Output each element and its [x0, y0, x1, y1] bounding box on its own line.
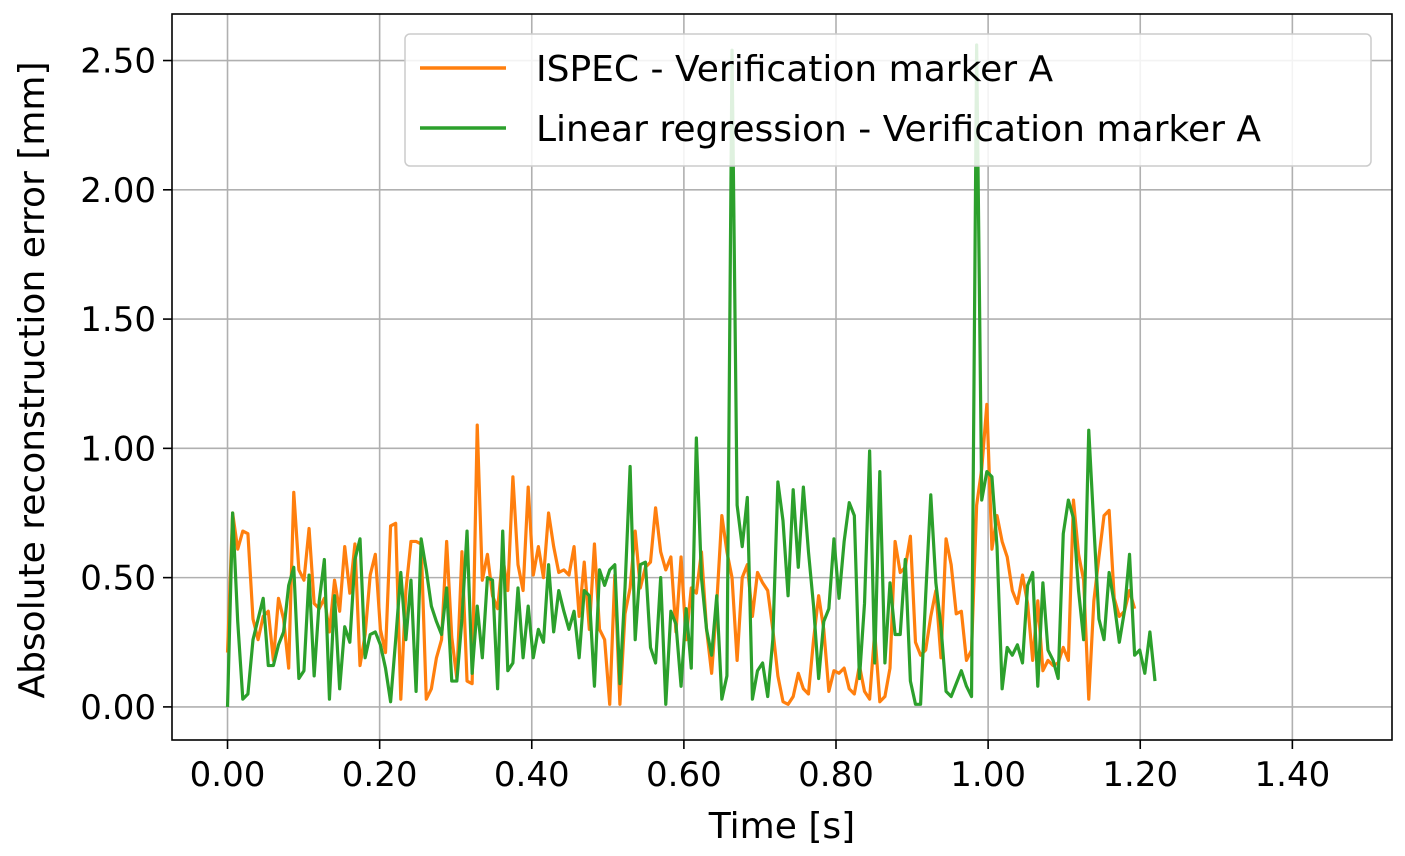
- x-tick-label: 0.60: [646, 755, 722, 795]
- x-tick-label: 0.40: [494, 755, 570, 795]
- plot-frame: [171, 13, 1393, 741]
- x-tick-label: 0.80: [798, 755, 874, 795]
- y-axis-label: Absolute reconstruction error [mm]: [12, 61, 53, 698]
- y-tick-label: 2.00: [80, 171, 156, 211]
- x-tick-label: 1.20: [1102, 755, 1178, 795]
- legend-label-linear-regression: Linear regression - Verification marker …: [536, 109, 1261, 150]
- y-tick-label: 1.00: [80, 429, 156, 469]
- series-line-ispec: [225, 402, 1137, 706]
- legend-label-ispec: ISPEC - Verification marker A: [536, 49, 1054, 90]
- x-tick-label: 0.00: [190, 755, 266, 795]
- x-tick-label: 1.00: [950, 755, 1026, 795]
- x-tick-label: 1.40: [1255, 755, 1331, 795]
- y-tick-label: 0.50: [80, 559, 156, 599]
- y-tick-label: 0.00: [80, 688, 156, 728]
- x-axis-ticks: 0.00 0.20 0.40 0.60 0.80 1.00 1.20 1.40: [190, 740, 1331, 795]
- legend: ISPEC - Verification marker A Linear reg…: [404, 33, 1372, 167]
- legend-box: [404, 33, 1372, 167]
- y-tick-label: 1.50: [80, 300, 156, 340]
- series-line-linear-regression: [225, 43, 1157, 707]
- x-axis-label: Time [s]: [708, 806, 855, 847]
- series-layer: [225, 43, 1157, 707]
- x-tick-label: 0.20: [342, 755, 418, 795]
- y-tick-label: 2.50: [80, 42, 156, 82]
- y-axis-ticks: 0.00 0.50 1.00 1.50 2.00 2.50: [80, 42, 172, 728]
